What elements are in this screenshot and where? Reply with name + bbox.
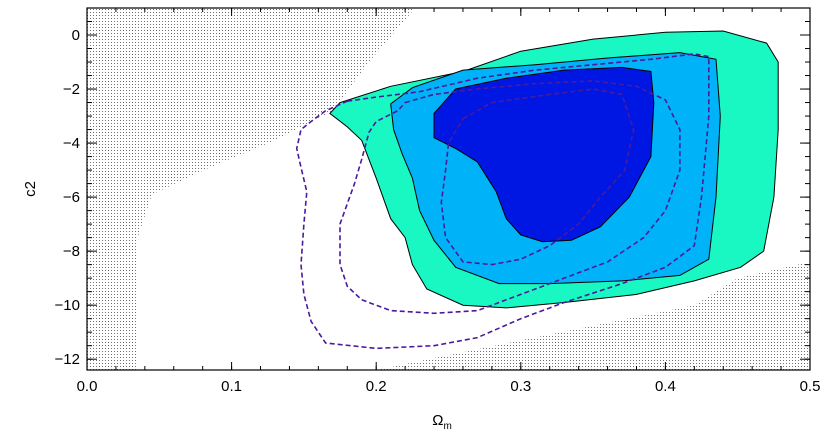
y-tick-label: −6 <box>63 189 80 206</box>
y-tick-label: −2 <box>63 81 80 98</box>
plot-frame <box>86 7 811 371</box>
y-tick-label: −8 <box>63 243 80 260</box>
excluded-regions <box>87 8 810 370</box>
x-tick-label: 0.5 <box>800 378 821 395</box>
y-tick-label: −4 <box>63 135 80 152</box>
y-axis-label: c2 <box>22 181 39 197</box>
x-tick-label: 0.1 <box>221 378 242 395</box>
x-tick-label: 0.4 <box>655 378 676 395</box>
x-axis-label: Ωm <box>432 412 452 432</box>
y-axis-ticks: 0 −2 −4 −6 −8 −10 −12 <box>55 7 810 368</box>
y-tick-label: 0 <box>72 27 80 44</box>
dashed-contour-2 <box>339 80 681 315</box>
dashed-contours <box>295 53 710 350</box>
x-tick-label: 0.0 <box>77 378 98 395</box>
plot-area <box>87 8 810 370</box>
x-axis-ticks: 0.0 0.1 0.2 0.3 0.4 0.5 <box>77 8 821 395</box>
dashed-contour-1 <box>295 53 710 350</box>
y-tick-label: −12 <box>55 351 80 368</box>
y-tick-label: −10 <box>55 297 80 314</box>
excluded-region-1 <box>87 8 416 370</box>
dashed-contour-3 <box>440 88 635 266</box>
excluded-region-2 <box>376 261 810 370</box>
x-tick-label: 0.2 <box>366 378 387 395</box>
filled-contours <box>329 30 779 309</box>
x-tick-label: 0.3 <box>510 378 531 395</box>
